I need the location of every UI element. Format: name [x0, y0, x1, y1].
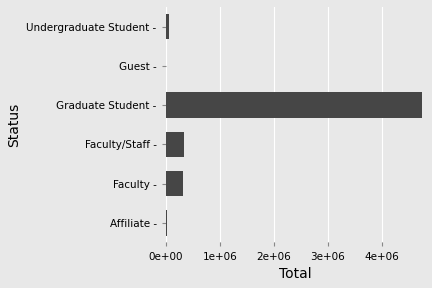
Y-axis label: Status: Status	[7, 103, 21, 147]
X-axis label: Total: Total	[279, 267, 312, 281]
Bar	[166, 92, 422, 118]
Bar	[166, 171, 183, 196]
Bar	[166, 210, 167, 236]
Bar	[166, 14, 169, 39]
Bar	[166, 132, 184, 157]
